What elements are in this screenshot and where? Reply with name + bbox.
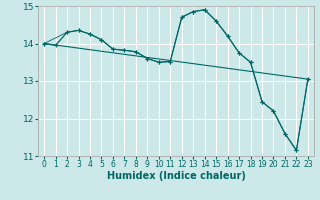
X-axis label: Humidex (Indice chaleur): Humidex (Indice chaleur) xyxy=(107,171,245,181)
